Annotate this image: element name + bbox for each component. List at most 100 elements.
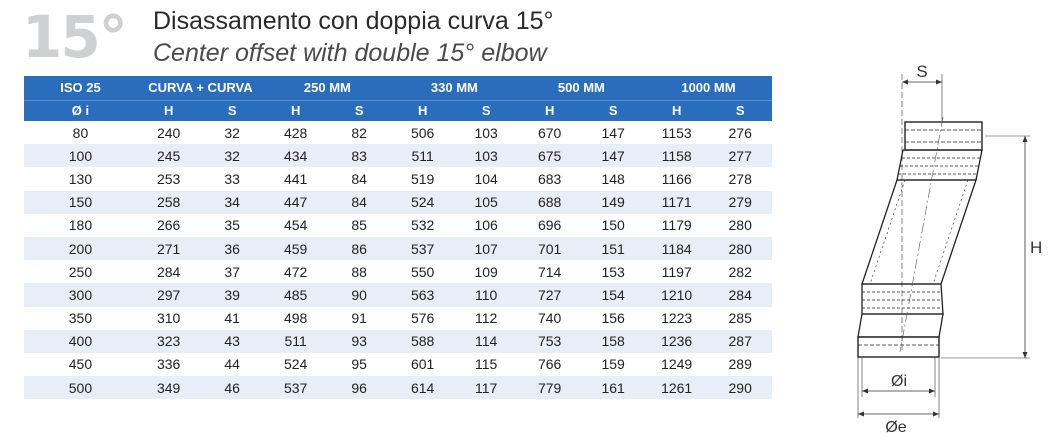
table-cell: 675 (517, 144, 582, 168)
table-cell: 450 (68, 356, 93, 373)
table-row: 300 297 39 485 90 563 110 727 154 1210 284 (24, 283, 772, 307)
table-cell: 117 (454, 376, 518, 400)
table-cell: 149 (581, 190, 645, 214)
table-cell: 280 (708, 236, 772, 261)
table-body: 80 240 32 428 82 506 103 670 147 1153 276 100 245 32 4… (24, 121, 772, 400)
table-cell: 100 (24, 144, 137, 168)
lower-elbow (861, 283, 944, 315)
group-header-curva: CURVA + CURVA (136, 76, 264, 100)
table-cell: 277 (708, 144, 772, 168)
table-row: 500 349 46 537 96 614 117 779 161 1261 290 (24, 376, 772, 400)
table-cell: 537 (390, 236, 455, 261)
dimensions-table: ISO 25 CURVA + CURVA 250 MM 330 MM 500 M… (24, 76, 772, 400)
table-cell: 86 (327, 236, 391, 261)
table-cell: 300 (24, 283, 137, 307)
table-cell: 524 (283, 356, 308, 373)
table-cell: 158 (581, 329, 645, 353)
table-cell: 276 (728, 124, 752, 141)
table-cell: 82 (351, 124, 367, 141)
table-cell: 150 (601, 217, 625, 234)
table-cell: 1171 (644, 190, 709, 214)
table-cell: 130 (68, 170, 93, 187)
table-cell: 282 (728, 263, 752, 280)
table-cell: 696 (537, 217, 562, 234)
table-cell: 284 (156, 263, 181, 280)
table-cell: 537 (263, 376, 328, 400)
table-cell: 459 (263, 236, 328, 261)
table-cell: 454 (283, 217, 308, 234)
table-cell: 779 (517, 376, 582, 400)
table-row: 250 284 37 472 88 550 109 714 153 1197 282 (24, 260, 772, 283)
table-cell: 161 (581, 376, 645, 400)
table-cell: 323 (136, 329, 201, 353)
table-cell: 287 (708, 329, 772, 353)
table-cell: 44 (224, 356, 240, 373)
table-cell: 500 (24, 376, 137, 400)
table-cell: 727 (517, 283, 582, 307)
table-cell: 297 (136, 283, 201, 307)
sub-header: S (708, 99, 772, 121)
table-row: 450 336 44 524 95 601 115 766 159 1249 289 (24, 353, 772, 376)
sub-header: S (200, 99, 264, 121)
table-cell: 714 (537, 263, 562, 280)
sub-header: S (327, 99, 391, 121)
table-cell: 1197 (661, 263, 692, 280)
table-cell: 350 (68, 310, 93, 327)
table-row: 130 253 33 441 84 519 104 683 148 1166 278 (24, 167, 772, 190)
table-cell: 683 (537, 170, 562, 187)
table-cell: 200 (24, 236, 137, 261)
label-di: Øi (891, 373, 907, 390)
table-cell: 115 (474, 356, 498, 373)
table-cell: 156 (601, 310, 625, 327)
group-header-500: 500 MM (517, 76, 645, 100)
label-h: H (1030, 238, 1042, 257)
table-cell: 266 (156, 217, 181, 234)
offset-elbow-drawing: S H (857, 62, 1042, 434)
table-cell: 46 (200, 376, 264, 400)
sub-header: S (454, 99, 518, 121)
table-cell: 349 (136, 376, 201, 400)
label-de: Øe (885, 419, 906, 434)
table-cell: 310 (156, 310, 181, 327)
table-cell: 284 (708, 283, 772, 307)
table-row: 80 240 32 428 82 506 103 670 147 1153 276 (24, 121, 772, 144)
table-cell: 253 (156, 170, 181, 187)
sub-header: H (644, 99, 709, 121)
table-cell: 1166 (661, 170, 692, 187)
table-cell: 107 (454, 236, 518, 261)
table-cell: 1249 (661, 356, 693, 373)
label-s: S (916, 62, 927, 81)
table-cell: 428 (283, 124, 308, 141)
table-row: 350 310 41 498 91 576 112 740 156 1223 285 (24, 307, 772, 330)
table-cell: 278 (728, 170, 752, 187)
table-cell: 670 (537, 124, 562, 141)
table-cell: 472 (283, 263, 308, 280)
table-cell: 103 (474, 124, 498, 141)
table-cell: 114 (454, 329, 518, 353)
table-cell: 740 (537, 310, 562, 327)
table-cell: 36 (200, 236, 264, 261)
table-cell: 576 (410, 310, 435, 327)
table-cell: 506 (410, 124, 435, 141)
table-cell: 434 (263, 144, 328, 168)
table-cell: 1223 (661, 310, 693, 327)
table-cell: 245 (136, 144, 201, 168)
sub-header: H (136, 99, 201, 121)
table-cell: 1210 (644, 283, 709, 307)
table-cell: 90 (327, 283, 391, 307)
table-cell: 601 (410, 356, 435, 373)
table-row: 180 266 35 454 85 532 106 696 150 1179 280 (24, 214, 772, 237)
table-cell: 766 (537, 356, 562, 373)
table-cell: 614 (390, 376, 455, 400)
table-cell: 1236 (644, 329, 709, 353)
table-cell: 109 (474, 263, 498, 280)
table-cell: 524 (390, 190, 455, 214)
table-cell: 110 (454, 283, 518, 307)
sub-header: S (581, 99, 645, 121)
table-cell: 400 (24, 329, 137, 353)
table-cell: 43 (200, 329, 264, 353)
top-collar (904, 121, 983, 151)
table-cell: 701 (517, 236, 582, 261)
table-cell: 532 (410, 217, 435, 234)
table-cell: 96 (327, 376, 391, 400)
